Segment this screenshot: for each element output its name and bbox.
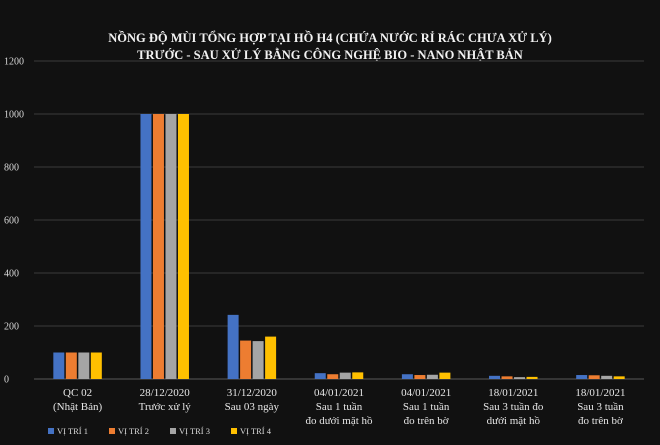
legend-label: VỊ TRÍ 3 (179, 426, 210, 436)
bar (489, 375, 501, 379)
x-tick-label: Trước xử lý (139, 401, 192, 413)
bar (414, 375, 426, 379)
x-tick-label: (Nhật Bản) (53, 401, 103, 413)
x-tick-label: 04/01/2021 (401, 387, 451, 399)
bar (501, 376, 513, 379)
bar (401, 374, 413, 379)
x-tick-label: đo trên bờ (404, 415, 449, 427)
y-tick-label: 0 (4, 375, 9, 386)
x-tick-label: Sau 3 tuần (577, 401, 624, 413)
x-tick-label: Sau 03 ngày (225, 401, 280, 413)
y-tick-label: 1000 (4, 110, 24, 121)
y-tick-label: 400 (4, 269, 19, 280)
bar (165, 114, 177, 379)
x-tick-label: dưới mặt hồ (487, 415, 541, 427)
legend-swatch (109, 428, 115, 434)
x-tick-label: 04/01/2021 (314, 387, 364, 399)
legend-swatch (231, 428, 237, 434)
x-tick-label: Sau 1 tuần (316, 401, 363, 413)
x-tick-label: 31/12/2020 (227, 387, 278, 399)
x-tick-label: 28/12/2020 (140, 387, 191, 399)
bar (177, 114, 189, 379)
bar (240, 340, 252, 379)
bar (576, 375, 588, 379)
bar (78, 352, 90, 379)
bar (526, 376, 538, 379)
legend-swatch (48, 428, 54, 434)
bar (265, 336, 277, 379)
legend: VỊ TRÍ 1 VỊ TRÍ 2 VỊ TRÍ 3 VỊ TRÍ 4 (48, 426, 272, 436)
legend-swatch (170, 428, 176, 434)
bar (514, 377, 526, 379)
bar (588, 375, 600, 379)
chart-title-line-1: NỒNG ĐỘ MÙI TỔNG HỢP TẠI HỒ H4 (CHỨA NƯỚ… (108, 30, 552, 45)
legend-label: VỊ TRÍ 1 (57, 426, 88, 436)
bar (314, 373, 326, 379)
x-tick-label: 18/01/2021 (488, 387, 538, 399)
bar (601, 375, 613, 379)
bar (252, 341, 264, 379)
chart-title-line-2: TRƯỚC - SAU XỬ LÝ BẰNG CÔNG NGHỆ BIO - N… (137, 47, 523, 62)
y-tick-label: 600 (4, 216, 19, 227)
bar (65, 352, 77, 379)
bar (140, 114, 152, 379)
bar (227, 314, 239, 379)
y-tick-label: 1200 (4, 57, 24, 68)
legend-label: VỊ TRÍ 2 (118, 426, 149, 436)
y-tick-label: 800 (4, 163, 19, 174)
bar (327, 374, 339, 379)
x-tick-label: Sau 1 tuần (403, 401, 450, 413)
legend-label: VỊ TRÍ 4 (240, 426, 272, 436)
x-tick-label: đo dưới mặt hồ (305, 415, 373, 427)
y-tick-label: 200 (4, 322, 19, 333)
x-tick-label: đo trên bờ (578, 415, 623, 427)
bar (352, 372, 364, 379)
x-tick-label: 18/01/2021 (575, 387, 625, 399)
bar (152, 114, 164, 379)
bar (53, 352, 65, 379)
bar (339, 372, 351, 379)
bar (439, 372, 451, 379)
plot-area: 0 200 400 600 800 1000 1200 QC 02 (Nhật Bản) 28/1… (4, 57, 644, 427)
x-tick-label: Sau 3 tuần đo (483, 401, 544, 413)
bar (90, 352, 102, 379)
bar (613, 376, 625, 379)
x-tick-label: QC 02 (63, 387, 92, 399)
bar (426, 374, 438, 379)
